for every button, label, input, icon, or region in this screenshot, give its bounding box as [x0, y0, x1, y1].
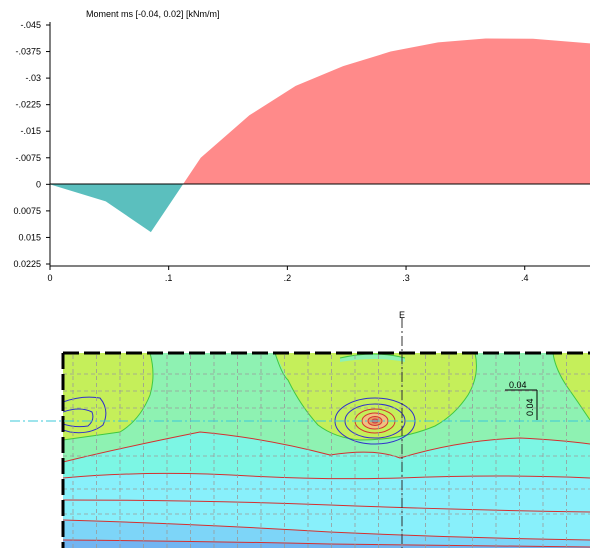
- blue-contours-left: [63, 396, 107, 434]
- y-tick-label: 0.0075: [13, 206, 41, 216]
- x-tick-label: .3: [402, 273, 410, 283]
- yellow-region-center: [275, 353, 477, 440]
- dimension-label-horizontal: 0.04: [509, 380, 527, 390]
- section-marker-label: E: [399, 310, 405, 320]
- y-tick-label: 0.015: [18, 232, 41, 242]
- positive-moment-area: [50, 184, 183, 233]
- x-ticks: 0 .1 .2 .3 .4: [47, 266, 528, 283]
- y-tick-label: -.0375: [15, 47, 41, 57]
- dimension-label-vertical: 0.04: [525, 398, 535, 416]
- x-tick-label: .1: [165, 273, 173, 283]
- slab-grid: [63, 355, 590, 548]
- moment-diagram: Moment ms [-0.04, 0.02] [kNm/m] -.045-.0…: [13, 9, 590, 283]
- y-tick-label: -.015: [20, 126, 41, 136]
- y-tick-label: 0: [36, 179, 41, 189]
- y-ticks: -.045 -.0375 -.03 -.0225 -.015 -.0075 0 0.0075 0…: [13, 20, 50, 269]
- x-tick-label: .2: [284, 273, 292, 283]
- contour-plot: E 0.04 0.04: [10, 310, 590, 548]
- red-contours: [63, 431, 590, 548]
- y-tick-label: -.0075: [15, 153, 41, 163]
- dimension-annotation: 0.04 0.04: [505, 380, 538, 420]
- yellow-region-right: [553, 353, 590, 420]
- y-tick-label: -.03: [25, 73, 41, 83]
- contour-bands: [63, 353, 590, 548]
- yellow-region-left: [63, 353, 153, 440]
- y-tick-label: -.045: [20, 20, 41, 30]
- negative-moment-area: [50, 38, 590, 185]
- area-fills: [50, 38, 590, 233]
- green-contours: [63, 353, 590, 441]
- mint-strip: [340, 354, 405, 362]
- y-tick-label: 0.0225: [13, 259, 41, 269]
- x-tick-label: 0: [47, 273, 52, 283]
- x-tick-label: .4: [521, 273, 529, 283]
- chart-title: Moment ms [-0.04, 0.02] [kNm/m]: [86, 9, 220, 19]
- y-tick-label: -.0225: [15, 100, 41, 110]
